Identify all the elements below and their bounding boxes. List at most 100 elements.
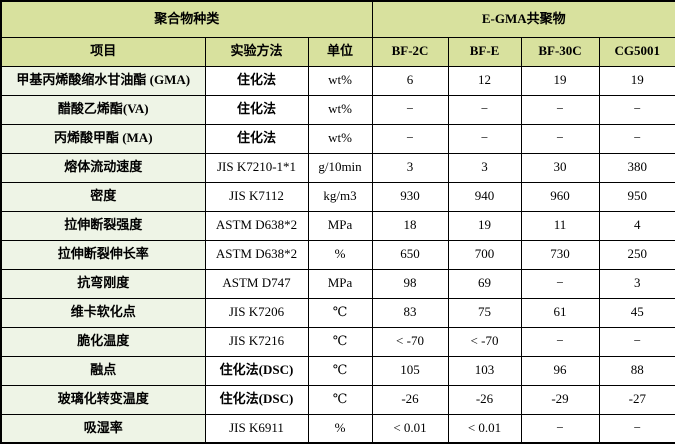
value-cell-CG5001: -27	[598, 384, 675, 415]
method-cell: ASTM D747	[204, 268, 309, 299]
column-header-2: 单位	[307, 36, 373, 67]
value-cell-BF-2C: 650	[371, 239, 449, 270]
value-cell-BF-30C: 30	[520, 152, 600, 183]
table-row: 脆化温度 JIS K7216 ℃ < -70 < -70− −	[0, 326, 675, 357]
value-cell-BF-30C: 960	[520, 181, 600, 212]
value-cell-BF-E: 940	[447, 181, 522, 212]
table-row: 维卡软化点 JIS K7206 ℃ 83 75 61 45	[0, 297, 675, 328]
method-cell: 住化法	[204, 94, 309, 125]
table-row: 吸湿率 JIS K6911% < 0.01 < 0.01− −	[0, 413, 675, 444]
table-row: 密度 JIS K7112 kg/m3 930 940 960 950	[0, 181, 675, 212]
value-cell-BF-E: −	[447, 94, 522, 125]
item-cell: 熔体流动速度	[0, 152, 206, 183]
column-header-5: BF-30C	[520, 36, 600, 67]
item-cell: 脆化温度	[0, 326, 206, 357]
value-cell-CG5001: −	[598, 123, 675, 154]
value-cell-BF-2C: −	[371, 94, 449, 125]
value-cell-BF-E: 700	[447, 239, 522, 270]
value-cell-BF-30C: −	[520, 326, 600, 357]
unit-cell: ℃	[307, 355, 373, 386]
group-header-row: 聚合物种类 E-GMA共聚物	[0, 0, 675, 38]
unit-cell: wt%	[307, 123, 373, 154]
column-header-1: 实验方法	[204, 36, 309, 67]
method-cell: JIS K7216	[204, 326, 309, 357]
item-cell: 丙烯酸甲酯 (MA)	[0, 123, 206, 154]
value-cell-BF-30C: 96	[520, 355, 600, 386]
unit-cell: ℃	[307, 384, 373, 415]
value-cell-BF-2C: 18	[371, 210, 449, 241]
unit-cell: kg/m3	[307, 181, 373, 212]
column-header-4: BF-E	[447, 36, 522, 67]
method-cell: JIS K7210-1*1	[204, 152, 309, 183]
table-row: 玻璃化转变温度 住化法(DSC) ℃ -26 -26 -29 -27	[0, 384, 675, 415]
value-cell-CG5001: 3	[598, 268, 675, 299]
unit-cell: ℃	[307, 297, 373, 328]
unit-cell: MPa	[307, 210, 373, 241]
table-row: 抗弯刚度 ASTM D747 MPa 98 69−3	[0, 268, 675, 299]
column-header-3: BF-2C	[371, 36, 449, 67]
value-cell-BF-30C: 61	[520, 297, 600, 328]
value-cell-BF-30C: −	[520, 94, 600, 125]
table-row: 拉伸断裂伸长率 ASTM D638*2% 650 700 730 250	[0, 239, 675, 270]
value-cell-BF-2C: −	[371, 123, 449, 154]
value-cell-CG5001: 19	[598, 65, 675, 96]
value-cell-CG5001: 250	[598, 239, 675, 270]
column-header-0: 项目	[0, 36, 206, 67]
value-cell-BF-2C: 105	[371, 355, 449, 386]
unit-cell: MPa	[307, 268, 373, 299]
value-cell-CG5001: 88	[598, 355, 675, 386]
value-cell-BF-2C: 83	[371, 297, 449, 328]
method-cell: 住化法	[204, 123, 309, 154]
value-cell-CG5001: 4	[598, 210, 675, 241]
value-cell-BF-30C: −	[520, 413, 600, 444]
item-cell: 甲基丙烯酸缩水甘油酯 (GMA)	[0, 65, 206, 96]
value-cell-BF-2C: 930	[371, 181, 449, 212]
value-cell-BF-E: 3	[447, 152, 522, 183]
value-cell-BF-30C: 19	[520, 65, 600, 96]
method-cell: ASTM D638*2	[204, 239, 309, 270]
value-cell-BF-30C: −	[520, 268, 600, 299]
value-cell-BF-E: 75	[447, 297, 522, 328]
value-cell-BF-E: 19	[447, 210, 522, 241]
unit-cell: ℃	[307, 326, 373, 357]
group-header-polymer-type: 聚合物种类	[0, 0, 373, 38]
value-cell-CG5001: −	[598, 326, 675, 357]
item-cell: 维卡软化点	[0, 297, 206, 328]
value-cell-CG5001: 380	[598, 152, 675, 183]
item-cell: 吸湿率	[0, 413, 206, 444]
item-cell: 醋酸乙烯酯(VA)	[0, 94, 206, 125]
item-cell: 抗弯刚度	[0, 268, 206, 299]
unit-cell: wt%	[307, 65, 373, 96]
value-cell-BF-E: −	[447, 123, 522, 154]
table-row: 甲基丙烯酸缩水甘油酯 (GMA) 住化法 wt% 6 12 19 19	[0, 65, 675, 96]
table-row: 拉伸断裂强度 ASTM D638*2 MPa 18 19 11 4	[0, 210, 675, 241]
item-cell: 玻璃化转变温度	[0, 384, 206, 415]
value-cell-BF-30C: 730	[520, 239, 600, 270]
item-cell: 密度	[0, 181, 206, 212]
value-cell-BF-30C: −	[520, 123, 600, 154]
value-cell-BF-2C: 3	[371, 152, 449, 183]
unit-cell: g/10min	[307, 152, 373, 183]
item-cell: 拉伸断裂强度	[0, 210, 206, 241]
group-header-egma-copolymer: E-GMA共聚物	[371, 0, 675, 38]
method-cell: 住化法(DSC)	[204, 355, 309, 386]
item-cell: 融点	[0, 355, 206, 386]
value-cell-CG5001: −	[598, 413, 675, 444]
table-row: 丙烯酸甲酯 (MA) 住化法 wt% − − − −	[0, 123, 675, 154]
table-row: 醋酸乙烯酯(VA) 住化法 wt% − − − −	[0, 94, 675, 125]
method-cell: JIS K6911	[204, 413, 309, 444]
item-cell: 拉伸断裂伸长率	[0, 239, 206, 270]
value-cell-BF-E: < -70	[447, 326, 522, 357]
value-cell-BF-E: 12	[447, 65, 522, 96]
column-header-row: 项目 实验方法 单位 BF-2C BF-E BF-30C CG5001	[0, 36, 675, 67]
value-cell-CG5001: 950	[598, 181, 675, 212]
unit-cell: wt%	[307, 94, 373, 125]
method-cell: JIS K7206	[204, 297, 309, 328]
table-row: 熔体流动速度 JIS K7210-1*1 g/10min 3 3 30 380	[0, 152, 675, 183]
value-cell-BF-E: < 0.01	[447, 413, 522, 444]
method-cell: ASTM D638*2	[204, 210, 309, 241]
value-cell-BF-2C: -26	[371, 384, 449, 415]
method-cell: 住化法(DSC)	[204, 384, 309, 415]
unit-cell: %	[307, 239, 373, 270]
